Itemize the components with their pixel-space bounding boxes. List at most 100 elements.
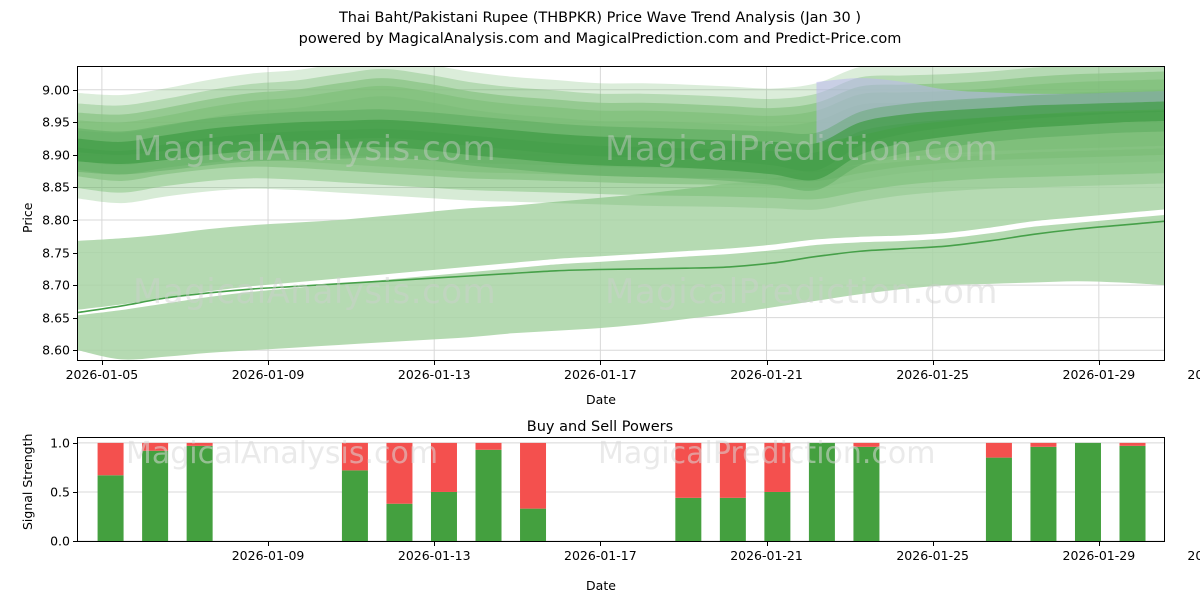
bars-x-tick-label: 2026-01-09 bbox=[231, 548, 305, 563]
bar-buy-power[interactable] bbox=[985, 457, 1012, 541]
bar-buy-power[interactable] bbox=[764, 491, 791, 541]
bars-x-tick-label: 2026-01-13 bbox=[397, 548, 471, 563]
bar-buy-power[interactable] bbox=[475, 449, 502, 541]
bar-sell-power[interactable] bbox=[764, 442, 791, 492]
bars-y-tick-label: 1.0 bbox=[50, 435, 70, 451]
price-y-tickmark bbox=[73, 187, 77, 189]
bars-x-tick-label: 2026-01-17 bbox=[564, 548, 637, 563]
price-y-axis-label: Price bbox=[20, 202, 35, 234]
price-trend-green-line bbox=[78, 220, 1164, 314]
bar-buy-power[interactable] bbox=[520, 508, 547, 541]
bar-sell-power[interactable] bbox=[97, 442, 124, 476]
bars-y-tick-label: 0.5 bbox=[50, 484, 70, 500]
bar-sell-power[interactable] bbox=[1030, 442, 1057, 447]
bar-sell-power[interactable] bbox=[675, 442, 702, 498]
bars-y-tickmark bbox=[73, 541, 77, 542]
bars-x-tickmark bbox=[268, 542, 270, 546]
price-y-tick-label: 9.00 bbox=[42, 82, 70, 98]
bars-x-tick-label: 2026-01-21 bbox=[730, 548, 803, 563]
bar-buy-power[interactable] bbox=[142, 450, 169, 541]
price-y-tickmark bbox=[73, 285, 77, 287]
bar-sell-power[interactable] bbox=[853, 442, 880, 447]
price-y-tickmark bbox=[73, 89, 77, 91]
price-y-tickmark bbox=[73, 317, 77, 319]
price-x-tickmark bbox=[101, 361, 103, 365]
bar-buy-power[interactable] bbox=[719, 497, 746, 541]
price-y-tick-label: 8.95 bbox=[42, 114, 70, 130]
price-x-tick-label: 2026-01-29 bbox=[1062, 367, 1136, 382]
bars-y-tickmark bbox=[73, 491, 77, 493]
price-x-axis-label: Date bbox=[586, 392, 616, 407]
price-y-tick-label: 8.75 bbox=[42, 245, 70, 261]
price-y-tick-label: 8.65 bbox=[42, 310, 70, 326]
price-x-tickmark bbox=[932, 361, 934, 365]
bars-y-axis-label: Signal Strength bbox=[20, 433, 35, 530]
page-subtitle: powered by MagicalAnalysis.com and Magic… bbox=[298, 31, 902, 47]
price-x-tick-label: 2026-01-17 bbox=[564, 367, 637, 382]
bar-sell-power[interactable] bbox=[520, 442, 547, 509]
bar-sell-power[interactable] bbox=[186, 442, 213, 446]
price-x-tick-label: 2026-01-09 bbox=[231, 367, 305, 382]
bar-sell-power[interactable] bbox=[1119, 442, 1146, 446]
price-lower-range-band bbox=[78, 148, 1164, 360]
signal-strength-plot-area: MagicalAnalysis.com MagicalPrediction.com bbox=[77, 437, 1165, 542]
bar-buy-power[interactable] bbox=[386, 503, 413, 541]
price-y-tickmark bbox=[73, 154, 77, 156]
price-y-tickmark bbox=[73, 122, 77, 124]
price-y-tickmark bbox=[73, 220, 77, 221]
bar-buy-power[interactable] bbox=[1074, 442, 1101, 541]
bar-buy-power[interactable] bbox=[1030, 446, 1057, 541]
price-x-tick-label: 2026-01-25 bbox=[896, 367, 969, 382]
bar-sell-power[interactable] bbox=[985, 442, 1012, 458]
bar-buy-power[interactable] bbox=[97, 475, 124, 541]
price-x-tickmark bbox=[600, 361, 602, 365]
price-core-trend-band bbox=[78, 91, 1164, 172]
bars-x-tickmark bbox=[1098, 542, 1100, 546]
price-x-tick-label: 2026-01-13 bbox=[397, 367, 471, 382]
bars-x-tickmark bbox=[600, 542, 602, 546]
price-x-tickmark bbox=[1098, 361, 1100, 365]
chart-title-block: Thai Baht/Pakistani Rupee (THBPKR) Price… bbox=[0, 8, 1200, 50]
price-wave-svg bbox=[78, 67, 1164, 360]
bars-y-tickmark bbox=[73, 442, 77, 444]
price-x-tickmark bbox=[268, 361, 270, 365]
price-y-tick-label: 8.90 bbox=[42, 147, 70, 163]
bar-sell-power[interactable] bbox=[142, 442, 169, 451]
bars-x-tickmark bbox=[932, 542, 934, 546]
bars-x-tick-label: 2026-02-01 bbox=[1187, 548, 1200, 563]
price-x-tick-label: 2026-01-05 bbox=[65, 367, 139, 382]
bar-sell-power[interactable] bbox=[341, 442, 368, 471]
price-y-tick-label: 8.60 bbox=[42, 342, 70, 358]
bar-buy-power[interactable] bbox=[808, 442, 835, 541]
bars-x-tick-label: 2026-01-29 bbox=[1062, 548, 1136, 563]
bar-buy-power[interactable] bbox=[853, 446, 880, 541]
price-y-tick-label: 8.80 bbox=[42, 212, 70, 228]
bars-chart-title: Buy and Sell Powers bbox=[526, 419, 674, 435]
bar-sell-power[interactable] bbox=[430, 442, 457, 492]
bars-y-tick-label: 0.0 bbox=[50, 533, 70, 549]
price-y-tick-label: 8.85 bbox=[42, 179, 70, 195]
price-x-tickmark bbox=[434, 361, 436, 365]
bars-x-tickmark bbox=[766, 542, 768, 546]
bar-buy-power[interactable] bbox=[186, 445, 213, 541]
bar-buy-power[interactable] bbox=[1119, 445, 1146, 541]
bar-sell-power[interactable] bbox=[475, 442, 502, 450]
price-chart-plot-area: MagicalAnalysis.com MagicalPrediction.com… bbox=[77, 66, 1165, 361]
bars-x-tick-label: 2026-01-25 bbox=[896, 548, 969, 563]
price-y-tickmark bbox=[73, 252, 77, 254]
bar-sell-power[interactable] bbox=[719, 442, 746, 498]
price-x-tick-label: 2026-02-01 bbox=[1187, 367, 1200, 382]
price-y-tickmark bbox=[73, 350, 77, 352]
bars-x-axis-label: Date bbox=[586, 578, 616, 593]
bar-sell-power[interactable] bbox=[386, 442, 413, 504]
bar-buy-power[interactable] bbox=[675, 497, 702, 541]
page-title: Thai Baht/Pakistani Rupee (THBPKR) Price… bbox=[338, 10, 862, 26]
bars-x-tickmark bbox=[434, 542, 436, 546]
price-x-tick-label: 2026-01-21 bbox=[730, 367, 803, 382]
price-y-tick-label: 8.70 bbox=[42, 277, 70, 293]
bar-buy-power[interactable] bbox=[341, 470, 368, 541]
buy-sell-powers-svg bbox=[78, 442, 1164, 541]
price-core-trend-band bbox=[78, 101, 1164, 181]
bar-buy-power[interactable] bbox=[430, 491, 457, 541]
price-x-tickmark bbox=[766, 361, 768, 365]
